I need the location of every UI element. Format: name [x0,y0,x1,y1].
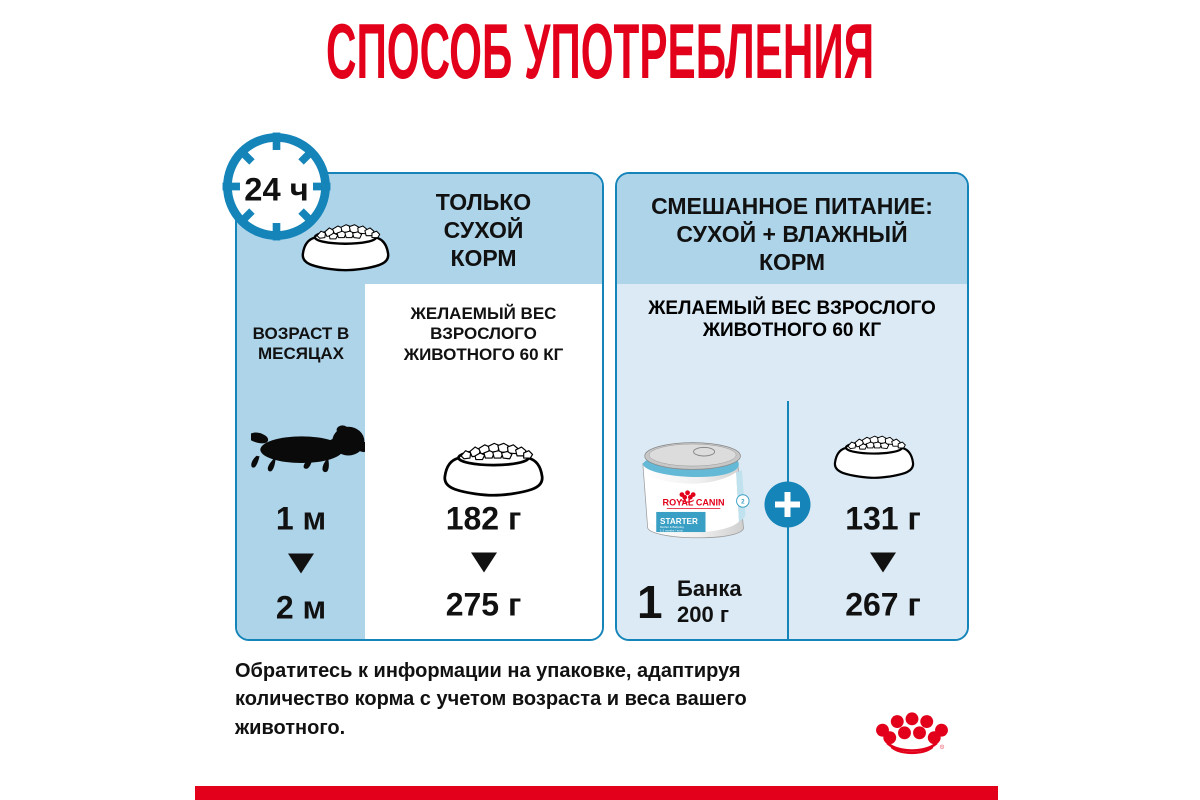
svg-text:24 ч: 24 ч [244,171,308,208]
